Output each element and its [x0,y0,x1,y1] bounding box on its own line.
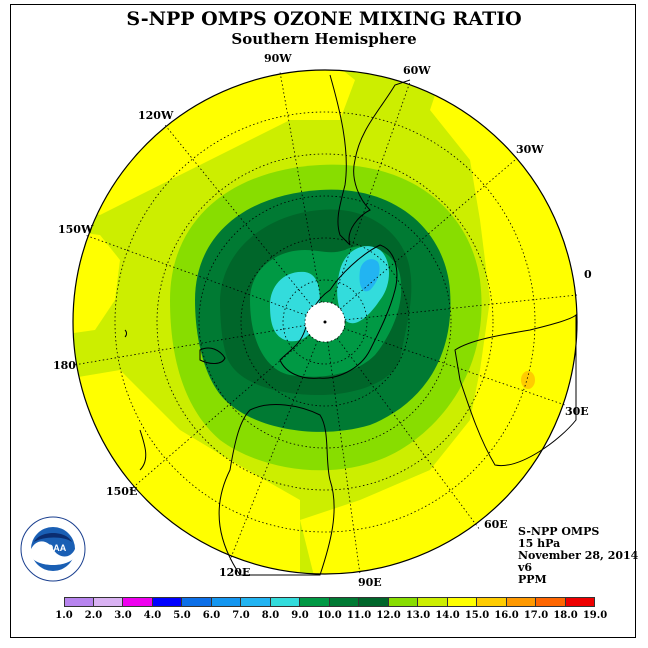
colorbar-tick-label: 13.0 [405,610,431,621]
map-title: S-NPP OMPS OZONE MIXING RATIO [126,8,522,30]
meridians [73,71,578,575]
info-level: 15 hPa [518,537,561,550]
colorbar-swatch [123,597,153,607]
lon-label-120w: 120W [138,109,174,122]
lon-label-60w: 60W [403,64,431,77]
colorbar-swatch [477,597,507,607]
lon-label-90w: 90W [264,52,292,65]
colorbar-tick-label: 1.0 [55,610,73,621]
map-subtitle: Southern Hemisphere [231,30,417,48]
colorbar-swatch [300,597,330,607]
colorbar-tick-label: 3.0 [114,610,132,621]
colorbar-swatch [64,597,94,607]
colorbar-tick-label: 15.0 [464,610,490,621]
colorbar-swatch [418,597,448,607]
colorbar-swatch [211,597,241,607]
colorbar-tick-label: 12.0 [376,610,401,621]
info-instrument: S-NPP OMPS [518,525,600,538]
info-version: v6 [518,561,533,574]
lon-label-180: 180 [53,359,76,372]
noaa-logo-text: NOAA [40,543,67,553]
colorbar-tick-label: 7.0 [232,610,250,621]
colorbar-swatch [536,597,566,607]
lon-label-150e: 150E [106,485,138,498]
colorbar-tick-label: 5.0 [173,610,191,621]
colorbar-tick-label: 8.0 [261,610,280,621]
lon-label-30w: 30W [516,143,544,156]
lon-label-120e: 120E [219,566,251,579]
map-border [72,69,578,575]
colorbar-tick-label: 14.0 [435,610,460,621]
colorbar-swatch [182,597,212,607]
latitude-circles [114,111,536,533]
colorbar-tick-label: 6.0 [202,610,221,621]
colorbar-swatch [447,597,477,607]
lon-label-0: 0 [584,268,592,281]
info-date: November 28, 2014 [518,549,639,562]
south-pole-marker [323,320,327,324]
colorbar-tick-label: 17.0 [523,610,549,621]
lon-label-150w: 150W [58,223,94,236]
colorbar [64,597,595,607]
colorbar-tick-label: 4.0 [143,610,162,621]
colorbar-swatch [329,597,359,607]
colorbar-swatch [565,597,595,607]
colorbar-swatch [152,597,182,607]
colorbar-tick-label: 10.0 [317,610,342,621]
lon-label-30e: 30E [565,405,589,418]
colorbar-swatch [93,597,123,607]
noaa-logo: NOAA [20,516,86,582]
info-units: PPM [518,573,547,586]
lon-label-90e: 90E [358,576,382,589]
colorbar-tick-label: 11.0 [346,610,372,621]
colorbar-tick-label: 19.0 [582,610,608,621]
plot-frame [10,4,636,638]
colorbar-tick-label: 18.0 [553,610,578,621]
colorbar-swatch [270,597,300,607]
map-info: S-NPP OMPS 15 hPa November 28, 2014 v6 P… [518,526,638,586]
colorbar-swatch [388,597,418,607]
colorbar-tick-label: 16.0 [494,610,519,621]
coastlines [124,74,577,576]
colorbar-swatch [359,597,389,607]
colorbar-swatch [241,597,271,607]
colorbar-tick-label: 9.0 [291,610,309,621]
colorbar-tick-label: 2.0 [84,610,103,621]
lon-label-60e: 60E [484,518,508,531]
colorbar-swatch [506,597,536,607]
